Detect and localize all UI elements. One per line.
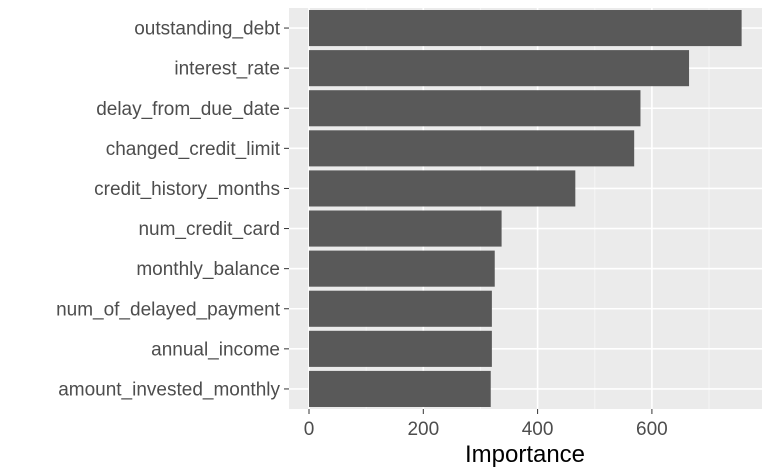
x-axis: 0 200 400 600	[304, 409, 668, 440]
bars	[309, 10, 742, 407]
bar-changed_credit_limit	[309, 130, 635, 167]
x-tick-label: 200	[407, 419, 439, 440]
y-tick-label: changed_credit_limit	[106, 139, 281, 160]
x-axis-title: Importance	[465, 441, 585, 468]
y-tick-label: num_credit_card	[138, 219, 280, 240]
bar-delay_from_due_date	[309, 90, 641, 127]
bar-amount_invested_monthly	[309, 370, 491, 407]
x-tick-label: 400	[522, 419, 554, 440]
y-tick-label: outstanding_debt	[134, 19, 281, 40]
bar-interest_rate	[309, 50, 690, 87]
y-tick-label: amount_invested_monthly	[58, 379, 280, 400]
bar-credit_history_months	[309, 170, 576, 207]
bar-num_credit_card	[309, 210, 502, 247]
x-tick-label: 600	[636, 419, 668, 440]
bar-num_of_delayed_payment	[309, 290, 492, 327]
bar-annual_income	[309, 330, 492, 367]
y-tick-label: annual_income	[151, 339, 280, 360]
y-tick-label: credit_history_months	[94, 179, 280, 200]
bar-outstanding_debt	[309, 10, 742, 47]
x-tick-label: 0	[304, 419, 315, 440]
y-tick-label: num_of_delayed_payment	[56, 299, 281, 320]
y-tick-label: interest_rate	[174, 59, 280, 80]
y-tick-label: monthly_balance	[136, 259, 280, 280]
bar-monthly_balance	[309, 250, 495, 287]
y-tick-label: delay_from_due_date	[96, 99, 280, 120]
y-axis: outstanding_debt interest_rate delay_from_…	[56, 19, 289, 400]
